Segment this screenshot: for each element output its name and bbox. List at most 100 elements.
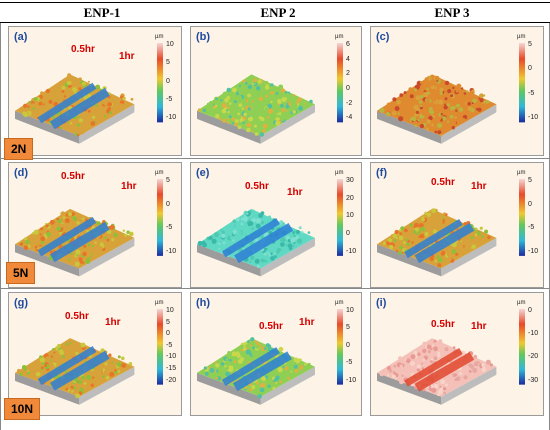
- surface-texture: [46, 380, 52, 386]
- surface-texture: [410, 97, 413, 101]
- wear-track-0-5hr: [404, 218, 463, 259]
- surface-texture: [479, 103, 484, 108]
- surface-texture: [247, 84, 252, 90]
- wear-track-1hr: [49, 87, 110, 130]
- surface-texture: [44, 94, 49, 100]
- surface-texture: [237, 230, 242, 235]
- surface-texture: [437, 257, 443, 263]
- surface-texture: [49, 250, 53, 254]
- surface-texture: [39, 233, 42, 236]
- surface-texture: [94, 104, 98, 107]
- surface-texture: [45, 88, 51, 94]
- surface-texture: [52, 348, 55, 351]
- color-bar-tick: 30: [346, 177, 354, 184]
- wear-track-0-5hr: [37, 216, 97, 257]
- surface-texture: [213, 232, 220, 238]
- annotation-1hr: 1hr: [121, 181, 137, 192]
- surface-texture: [242, 79, 246, 83]
- surface-texture: [244, 386, 248, 390]
- surface-texture: [222, 119, 227, 123]
- surface-texture: [419, 123, 425, 129]
- surface-texture: [209, 367, 215, 373]
- surface-texture: [430, 215, 436, 220]
- surface-texture: [379, 107, 385, 113]
- surface-texture: [230, 236, 233, 240]
- color-bar-tick: -10: [166, 114, 177, 122]
- surface-texture: [434, 259, 437, 263]
- surface-texture: [284, 366, 289, 371]
- surface-texture: [411, 112, 415, 116]
- surface-texture: [230, 222, 235, 228]
- surface-texture: [75, 393, 80, 399]
- surface-texture: [270, 100, 273, 104]
- surface-texture: [447, 89, 452, 94]
- surface-texture: [247, 116, 254, 122]
- surface-texture: [77, 218, 80, 221]
- surface-texture: [455, 252, 459, 256]
- surface-texture: [444, 80, 450, 86]
- wear-track-0-5hr: [221, 347, 280, 386]
- surface-texture: [258, 96, 263, 102]
- surface-texture: [479, 98, 484, 103]
- color-bar-tick: 0: [346, 85, 350, 93]
- surface-texture: [461, 100, 466, 105]
- surface-texture: [309, 99, 313, 104]
- slab-side-right: [260, 366, 315, 405]
- surface-texture: [67, 73, 72, 78]
- surface-texture: [249, 387, 253, 392]
- surface-texture: [267, 348, 271, 351]
- surface-texture: [130, 97, 134, 101]
- surface-texture: [81, 217, 85, 221]
- color-bar-tick: 6: [346, 41, 350, 48]
- surface-texture: [468, 370, 472, 373]
- surface-texture: [253, 124, 257, 128]
- surface-texture: [231, 122, 234, 125]
- surface-texture: [454, 116, 457, 119]
- color-bar-unit: µm: [517, 170, 526, 176]
- surface-texture: [246, 103, 250, 107]
- surface-texture: [86, 246, 91, 250]
- surface-texture: [100, 110, 104, 114]
- surface-texture: [260, 211, 265, 215]
- surface-texture: [208, 101, 214, 106]
- surface-texture: [444, 97, 448, 101]
- surface-texture: [222, 241, 226, 245]
- surface-texture: [440, 113, 443, 116]
- surface-texture: [444, 89, 448, 92]
- panel-i: (i) µm 0 -10 -20 -30 0.5hr 1hr: [370, 292, 544, 416]
- surface-texture: [433, 339, 437, 343]
- surface-texture: [426, 212, 431, 217]
- surface-texture: [404, 228, 408, 233]
- surface-texture: [389, 369, 393, 373]
- surface-texture: [41, 366, 44, 369]
- color-bar-tick: -10: [346, 376, 357, 384]
- color-bar-unit: µm: [335, 34, 344, 40]
- surface-texture: [266, 343, 270, 346]
- surface-texture: [104, 236, 107, 240]
- wear-track-1hr: [414, 351, 475, 392]
- surface-texture: [455, 89, 460, 93]
- surface-texture: [79, 387, 84, 392]
- surface-texture: [259, 119, 265, 125]
- surface-texture: [271, 98, 276, 102]
- surface-texture: [264, 259, 267, 263]
- annotation-1hr: 1hr: [119, 51, 135, 62]
- surface-texture: [33, 229, 39, 235]
- color-bar-tick: 10: [166, 307, 174, 314]
- color-bar-tick: -20: [528, 353, 539, 361]
- slab-side-right: [260, 237, 315, 277]
- surface-plot: [15, 43, 163, 144]
- color-bar-tick: -10: [166, 247, 177, 255]
- surface-texture: [227, 351, 231, 355]
- slab-side-right: [79, 237, 135, 277]
- surface-texture: [221, 233, 226, 239]
- color-bar: [157, 43, 163, 123]
- surface-texture: [48, 99, 53, 104]
- surface-texture: [280, 242, 285, 247]
- surface-texture: [68, 212, 72, 217]
- surface-texture: [422, 348, 427, 354]
- surface-texture: [265, 127, 269, 132]
- surface-texture: [76, 123, 80, 127]
- surface-texture: [281, 237, 286, 242]
- surface-texture: [265, 84, 269, 87]
